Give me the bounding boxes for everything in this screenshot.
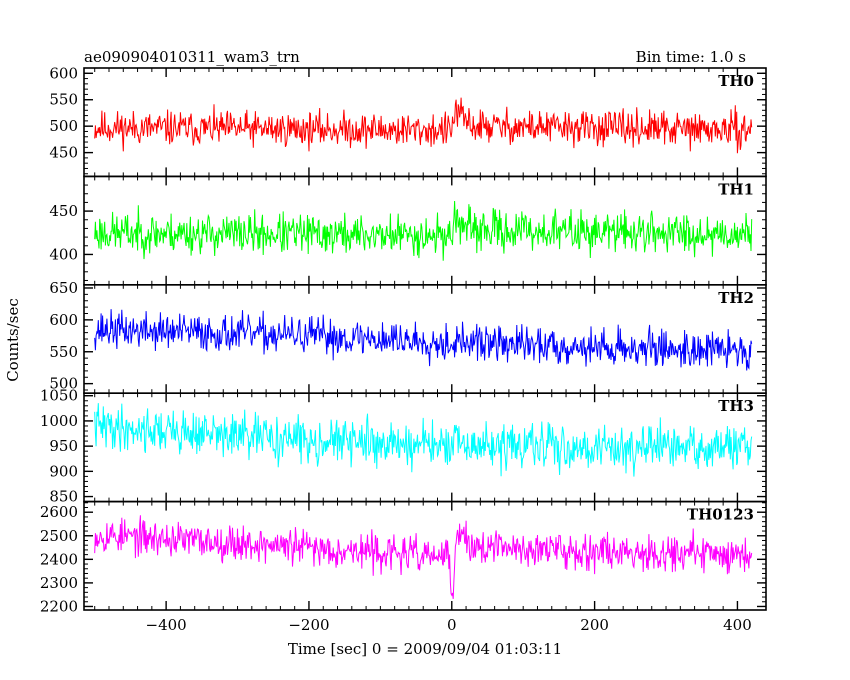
x-tick-label: 200 xyxy=(580,616,609,634)
panel-label-th0123: TH0123 xyxy=(687,506,754,524)
y-tick-label: 2300 xyxy=(40,574,78,592)
y-tick-label: 2600 xyxy=(40,503,78,521)
y-axis-label: Counts/sec xyxy=(4,298,22,382)
y-tick-label: 500 xyxy=(49,117,78,135)
panel-frame-th0123 xyxy=(83,500,767,611)
x-axis-label: Time [sec] 0 = 2009/09/04 01:03:11 xyxy=(288,640,562,658)
series-line-th0 xyxy=(94,97,753,154)
y-tick-label: 2400 xyxy=(40,550,78,568)
y-tick-label: 500 xyxy=(49,375,78,393)
y-tick-label: 600 xyxy=(49,311,78,329)
y-tick-label: 1050 xyxy=(40,387,78,405)
y-tick-label: 650 xyxy=(49,279,78,297)
y-tick-label: 450 xyxy=(49,202,78,220)
y-tick-label: 550 xyxy=(49,343,78,361)
chart-title: ae090904010311_wam3_trn xyxy=(84,48,300,66)
panel-label-th3: TH3 xyxy=(718,397,754,415)
series-line-th2 xyxy=(94,309,753,371)
panel-label-th2: TH2 xyxy=(718,289,754,307)
panel-label-th1: TH1 xyxy=(718,180,754,198)
x-tick-label: −400 xyxy=(146,616,187,634)
y-tick-label: 600 xyxy=(49,64,78,82)
series-line-th0123 xyxy=(94,515,753,599)
x-tick-label: −200 xyxy=(288,616,329,634)
y-tick-label: 1000 xyxy=(40,412,78,430)
y-tick-label: 2500 xyxy=(40,527,78,545)
y-tick-label: 550 xyxy=(49,91,78,109)
bin-time-label: Bin time: 1.0 s xyxy=(636,48,746,66)
x-tick-label: 400 xyxy=(723,616,752,634)
panels-group: 450 500 550 600 TH0 400 450 TH1 500 550 600 650 TH2 8… xyxy=(40,64,767,634)
series-line-th3 xyxy=(94,403,753,477)
y-tick-label: 400 xyxy=(49,245,78,263)
y-tick-label: 450 xyxy=(49,144,78,162)
y-tick-label: 950 xyxy=(49,437,78,455)
y-tick-label: 850 xyxy=(49,488,78,506)
series-line-th1 xyxy=(94,200,753,261)
y-tick-label: 2200 xyxy=(40,597,78,615)
panel-label-th0: TH0 xyxy=(718,72,754,90)
y-tick-label: 900 xyxy=(49,462,78,480)
x-tick-label: 0 xyxy=(447,616,457,634)
